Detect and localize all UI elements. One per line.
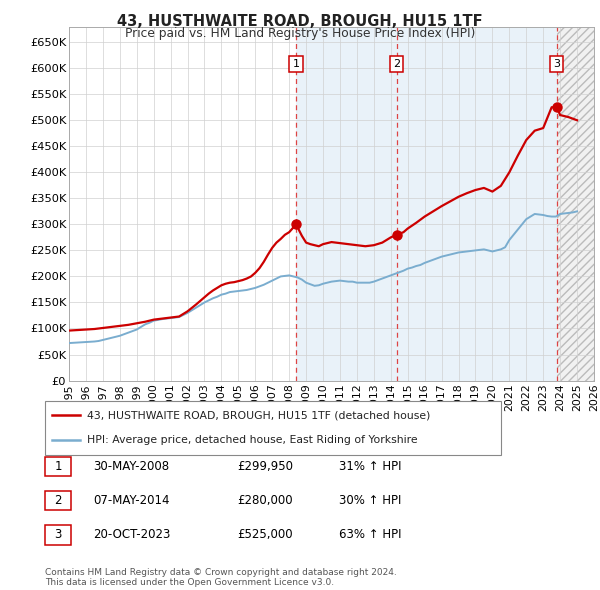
Text: 43, HUSTHWAITE ROAD, BROUGH, HU15 1TF: 43, HUSTHWAITE ROAD, BROUGH, HU15 1TF <box>117 14 483 29</box>
Text: £280,000: £280,000 <box>237 494 293 507</box>
Text: Contains HM Land Registry data © Crown copyright and database right 2024.
This d: Contains HM Land Registry data © Crown c… <box>45 568 397 587</box>
Text: 3: 3 <box>55 528 62 541</box>
Text: Price paid vs. HM Land Registry's House Price Index (HPI): Price paid vs. HM Land Registry's House … <box>125 27 475 40</box>
Text: 2: 2 <box>393 59 400 68</box>
Text: 63% ↑ HPI: 63% ↑ HPI <box>339 528 401 541</box>
Text: 2: 2 <box>55 494 62 507</box>
Text: HPI: Average price, detached house, East Riding of Yorkshire: HPI: Average price, detached house, East… <box>87 435 418 445</box>
Text: 3: 3 <box>553 59 560 68</box>
Text: 43, HUSTHWAITE ROAD, BROUGH, HU15 1TF (detached house): 43, HUSTHWAITE ROAD, BROUGH, HU15 1TF (d… <box>87 411 430 420</box>
Text: 30-MAY-2008: 30-MAY-2008 <box>93 460 169 473</box>
Text: 31% ↑ HPI: 31% ↑ HPI <box>339 460 401 473</box>
Text: 07-MAY-2014: 07-MAY-2014 <box>93 494 170 507</box>
Text: £525,000: £525,000 <box>237 528 293 541</box>
Text: £299,950: £299,950 <box>237 460 293 473</box>
Text: 30% ↑ HPI: 30% ↑ HPI <box>339 494 401 507</box>
Text: 1: 1 <box>55 460 62 473</box>
Bar <box>557 27 594 381</box>
Text: 20-OCT-2023: 20-OCT-2023 <box>93 528 170 541</box>
Bar <box>296 27 397 381</box>
Text: 1: 1 <box>293 59 299 68</box>
Bar <box>557 27 594 381</box>
Bar <box>397 27 557 381</box>
